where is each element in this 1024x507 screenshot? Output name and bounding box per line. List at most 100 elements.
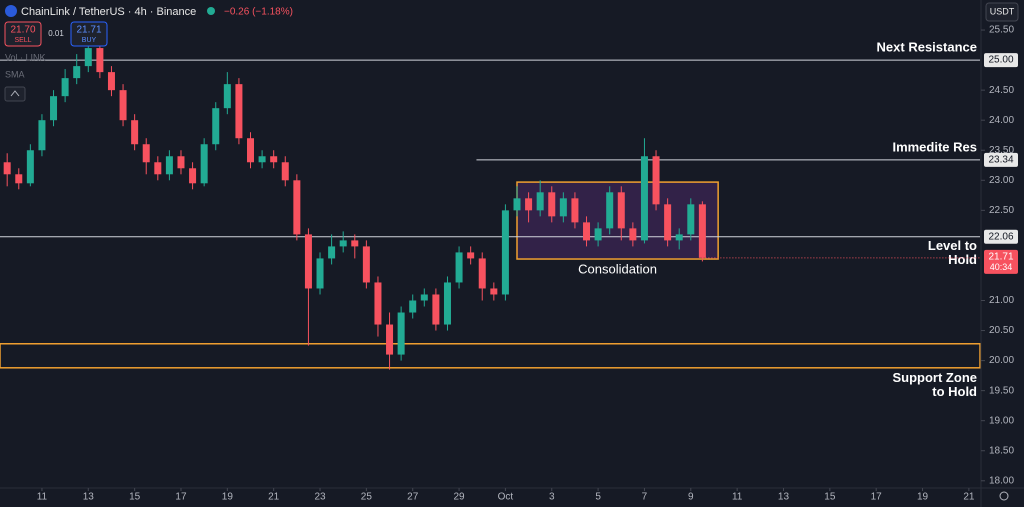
candle-body [490,288,498,295]
candle-body [501,210,509,295]
level-price-box [984,53,1018,68]
x-tick-label: 3 [549,492,555,503]
candle-body [281,162,289,181]
sell-price[interactable]: 21.70 [10,25,35,36]
candle-body [374,282,382,325]
chevron-icon [10,90,20,97]
y-tick-label: 19.00 [989,415,1014,426]
candle-body [467,252,475,259]
candle-body [50,96,58,121]
x-tick-label: 13 [83,492,95,503]
level-annotation: Hold [948,252,977,267]
buy-button[interactable] [70,21,108,47]
candle-body [571,198,579,223]
candle-body [165,156,173,175]
candle-body [212,108,220,145]
sma-indicator[interactable]: SMA [5,69,25,79]
candle-body [559,198,567,217]
candle-body [26,150,34,184]
x-tick-label: 21 [268,492,280,503]
x-tick-label: 15 [824,492,836,503]
level-price-box [984,152,1018,167]
level-price-label: 23.34 [988,155,1013,166]
x-tick-label: 17 [175,492,187,503]
candle-body [548,192,556,217]
candle-body [142,144,150,163]
buy-price[interactable]: 21.71 [76,25,101,36]
candle-body [397,312,405,355]
zone-label: Support Zone [893,370,978,385]
candle-body [525,198,533,211]
level-annotation: Next Resistance [877,40,977,55]
candle-body [293,180,301,235]
x-tick-label: 23 [314,492,326,503]
current-price-box [984,249,1018,274]
current-price-label: 21.71 [988,251,1013,262]
bar-countdown: 40:34 [990,262,1013,272]
y-tick-label: 24.50 [989,85,1014,96]
candle-body [583,222,591,241]
currency-label[interactable]: USDT [990,6,1015,16]
x-tick-label: 21 [963,492,975,503]
zone-label: to Hold [932,384,977,399]
candle-body [629,228,637,241]
candle-body [61,78,69,97]
candle-body [698,204,706,258]
buy-label[interactable]: BUY [82,37,97,44]
candle-body [362,246,370,283]
candle-body [652,156,660,205]
x-tick-label: 15 [129,492,141,503]
x-tick-label: 17 [871,492,883,503]
candle-body [84,48,92,67]
y-tick-label: 24.00 [989,115,1014,126]
x-tick-label: 5 [595,492,601,503]
candle-body [189,168,197,184]
candle-body [304,234,312,289]
candle-body [258,156,266,163]
level-price-label: 25.00 [988,55,1013,66]
candle-body [432,294,440,325]
spread: 0.01 [48,29,64,38]
y-tick-label: 20.50 [989,325,1014,336]
x-tick-label: 27 [407,492,419,503]
y-tick-label: 23.00 [989,175,1014,186]
candle-body [107,72,115,91]
candle-body [594,228,602,241]
candle-body [351,240,359,247]
symbol-title: ChainLink / TetherUS · 4h · Binance [21,6,196,18]
candle-body [223,84,231,109]
price-change: −0.26 (−1.18%) [224,7,293,18]
candle-body [96,48,104,73]
candle-body [3,162,11,175]
sell-label[interactable]: SELL [14,37,31,44]
candle-body [316,258,324,289]
candle-body [200,144,208,184]
x-tick-label: 13 [778,492,790,503]
settings-icon[interactable] [999,491,1009,501]
candle-body [443,282,451,325]
x-tick-label: 19 [917,492,929,503]
candle-body [177,156,185,169]
sell-button[interactable] [4,21,42,47]
level-price-label: 22.06 [988,231,1013,242]
candle-body [73,66,81,79]
currency-button[interactable] [985,2,1019,22]
x-tick-label: 9 [688,492,694,503]
x-tick-label: 29 [454,492,466,503]
candle-body [235,84,243,139]
y-tick-label: 18.50 [989,445,1014,456]
candle-body [617,192,625,229]
candle-body [675,234,683,241]
y-tick-label: 18.00 [989,475,1014,486]
collapse-button[interactable] [4,86,26,102]
zone [0,343,981,369]
y-tick-label: 19.50 [989,385,1014,396]
volume-indicator[interactable]: Vol · LINK [5,52,46,62]
candle-body [455,252,463,283]
candle-body [513,198,521,211]
x-tick-label: 11 [732,492,743,503]
y-tick-label: 20.00 [989,355,1014,366]
